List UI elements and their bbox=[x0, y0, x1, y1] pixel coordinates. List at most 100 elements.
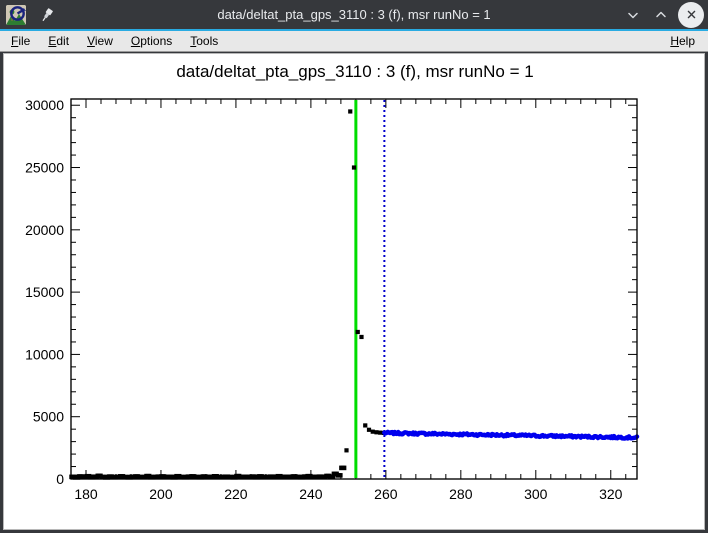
x-axis-tick-label: 180 bbox=[74, 486, 98, 502]
data-point-marker bbox=[132, 474, 141, 479]
plot-frame bbox=[70, 98, 638, 480]
data-point-marker bbox=[348, 109, 353, 114]
data-point-marker bbox=[84, 473, 92, 479]
data-point-marker bbox=[170, 474, 178, 480]
plot-frame-overlay bbox=[70, 98, 638, 480]
data-point-marker bbox=[344, 448, 349, 453]
data-point-marker bbox=[91, 474, 99, 480]
x-axis-tick-label: 300 bbox=[524, 486, 548, 502]
window-titlebar: ++ data/deltat_pta_gps_3110 : 3 (f), msr… bbox=[0, 0, 708, 29]
data-point-marker bbox=[144, 473, 152, 479]
data-point-marker bbox=[174, 473, 182, 479]
y-axis-tick-label: 20000 bbox=[25, 222, 64, 238]
data-point-marker bbox=[234, 473, 242, 479]
y-axis-tick-label: 30000 bbox=[25, 97, 64, 113]
data-point-marker bbox=[252, 474, 261, 480]
data-point-marker bbox=[222, 474, 231, 480]
data-point-marker bbox=[147, 474, 156, 480]
data-point-marker bbox=[110, 474, 118, 480]
menu-item-tools[interactable]: Tools bbox=[190, 34, 219, 48]
y-axis-tick-label: 25000 bbox=[25, 160, 64, 176]
menu-item-help[interactable]: Help bbox=[670, 34, 695, 48]
data-point-marker bbox=[151, 474, 159, 480]
data-point-marker bbox=[185, 474, 193, 479]
menu-item-options[interactable]: Options bbox=[130, 34, 173, 48]
pin-icon[interactable] bbox=[38, 6, 56, 24]
data-point-marker bbox=[279, 474, 287, 480]
data-point-marker bbox=[260, 474, 268, 480]
data-point-marker bbox=[256, 474, 264, 479]
data-point-marker bbox=[305, 473, 313, 479]
root-logo-icon: ++ bbox=[6, 4, 26, 25]
data-point-marker bbox=[99, 474, 107, 480]
y-axis-tick-label: 5000 bbox=[33, 409, 64, 425]
data-point-marker bbox=[359, 334, 364, 340]
data-point-marker bbox=[327, 474, 336, 480]
menu-item-file[interactable]: File bbox=[11, 34, 31, 48]
data-point-marker bbox=[294, 474, 302, 480]
data-point-marker bbox=[286, 474, 294, 480]
svg-text:++: ++ bbox=[21, 9, 26, 15]
menu-item-edit[interactable]: Edit bbox=[48, 34, 70, 48]
data-point-marker bbox=[370, 429, 375, 434]
plot-svg: 180 200 220 240 260 280 300 320 0 5000 10000 15000 2… bbox=[25, 97, 640, 502]
data-point-marker bbox=[159, 474, 167, 479]
data-point-marker bbox=[316, 474, 324, 479]
data-point-marker bbox=[335, 473, 343, 478]
data-point-marker bbox=[301, 474, 309, 479]
data-point-marker bbox=[196, 474, 204, 480]
data-point-marker bbox=[204, 474, 212, 480]
fit-curve bbox=[382, 429, 640, 441]
data-point-marker bbox=[103, 475, 111, 480]
data-point-marker bbox=[80, 474, 88, 480]
x-axis-tick-label: 320 bbox=[599, 486, 623, 502]
data-point-marker bbox=[320, 474, 328, 480]
data-point-marker bbox=[324, 473, 332, 479]
close-button[interactable] bbox=[678, 1, 704, 28]
titlebar-accent-line bbox=[0, 29, 708, 31]
data-point-marker bbox=[282, 474, 291, 480]
data-point-marker bbox=[192, 474, 201, 480]
data-point-marker bbox=[264, 474, 272, 480]
minimize-button[interactable] bbox=[620, 2, 646, 28]
x-axis-tick-label: 240 bbox=[299, 486, 323, 502]
plot-title: data/deltat_pta_gps_3110 : 3 (f), msr ru… bbox=[176, 62, 534, 81]
x-axis-tick-label: 200 bbox=[149, 486, 173, 502]
data-point-marker bbox=[309, 474, 317, 480]
x-axis-tick-label: 220 bbox=[224, 486, 248, 502]
data-point-marker bbox=[69, 474, 77, 480]
menu-item-view[interactable]: View bbox=[87, 34, 113, 48]
data-point-marker bbox=[366, 427, 372, 432]
data-point-marker bbox=[312, 474, 321, 480]
data-point-marker bbox=[378, 430, 383, 435]
data-point-marker bbox=[114, 474, 122, 480]
data-point-marker bbox=[230, 474, 238, 480]
data-point-marker bbox=[237, 474, 246, 480]
data-point-marker bbox=[106, 474, 114, 479]
data-point-marker bbox=[181, 474, 189, 480]
data-point-marker bbox=[129, 474, 137, 480]
maximize-button[interactable] bbox=[648, 2, 674, 28]
data-point-marker bbox=[245, 474, 253, 480]
data-point-marker bbox=[118, 474, 126, 479]
window-title-text: data/deltat_pta_gps_3110 : 3 (f), msr ru… bbox=[217, 7, 491, 22]
data-point-marker bbox=[125, 474, 133, 480]
data-point-marker bbox=[331, 471, 339, 477]
data-point-marker bbox=[189, 474, 197, 479]
data-points-group bbox=[69, 109, 387, 480]
data-point-marker bbox=[219, 474, 227, 480]
data-point-marker bbox=[249, 474, 257, 479]
root-plot-canvas[interactable]: data/deltat_pta_gps_3110 : 3 (f), msr ru… bbox=[3, 53, 705, 530]
data-point-marker bbox=[166, 474, 174, 480]
data-point-marker bbox=[140, 474, 148, 480]
data-point-marker bbox=[275, 473, 283, 479]
data-point-marker bbox=[297, 474, 306, 480]
y-axis-tick-label: 0 bbox=[56, 471, 64, 487]
data-point-marker bbox=[200, 474, 208, 479]
data-point-marker bbox=[339, 465, 347, 471]
data-point-marker bbox=[207, 474, 216, 480]
data-point-marker bbox=[271, 474, 279, 480]
x-axis-tick-label: 280 bbox=[449, 486, 473, 502]
data-point-marker bbox=[73, 475, 81, 480]
